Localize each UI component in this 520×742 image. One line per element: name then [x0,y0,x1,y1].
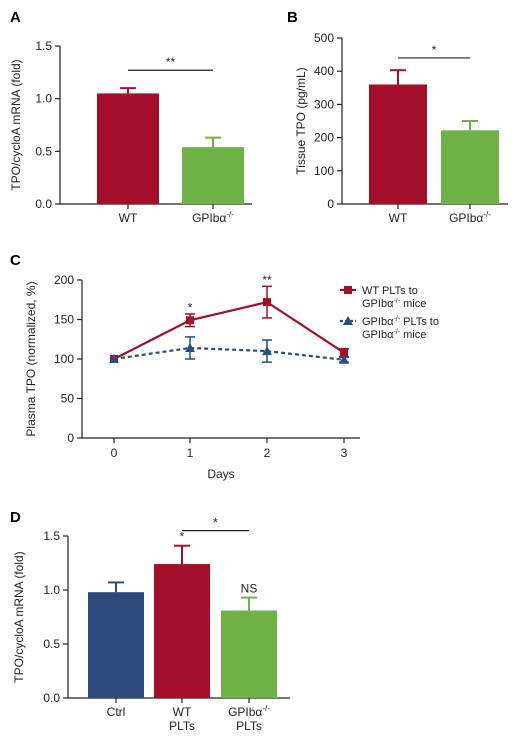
panel-letter: B [287,9,298,26]
bar [88,592,144,698]
y-tick-label: 400 [314,64,334,78]
y-axis-title: TPO/cycloA mRNA (fold) [12,551,26,682]
y-tick-label: 1.0 [43,583,60,597]
x-tick-label: 3 [341,446,348,460]
y-tick-label: 0.5 [35,144,52,158]
data-point [340,348,348,357]
y-axis-title: Tissue TPO (pg/mL) [294,67,308,174]
y-tick-label: 0 [327,197,334,211]
x-tick-label: WT [119,211,138,225]
bar [221,610,277,698]
bar [154,564,210,698]
panel-letter: D [10,509,21,526]
bar-significance-label: * [180,530,185,544]
y-axis-title: Plasma TPO (normalized, %) [24,281,38,436]
significance-label: * [432,43,437,57]
data-point [339,354,349,364]
x-tick-label: WT [173,705,192,719]
y-tick-label: 1.0 [35,92,52,106]
bar [369,84,427,204]
significance-label: ** [166,55,176,69]
legend-label: WT PLTs to [362,285,418,297]
significance-label: ** [262,273,272,287]
legend-marker [343,316,353,325]
panel-b: B 0 100 200 300 400 500 Tissue TPO (pg/mL) WT GPI… [287,9,508,225]
panel-a: A 0.0 0.5 1.0 1.5 TPO/cycloA mRNA (fold) WT GPI… [9,9,252,225]
y-tick-label: 1.5 [35,39,52,53]
x-tick-label: 2 [264,446,271,460]
x-tick-label: PLTs [169,719,195,733]
y-tick-label: 1.5 [43,529,60,543]
x-tick-label: GPIbα-/- [449,210,491,225]
data-point [262,346,272,356]
legend-marker [344,286,352,294]
y-tick-label: 0.0 [35,197,52,211]
series-line [113,346,345,361]
panel-letter: A [10,9,21,26]
legend-label: GPIbα-/- mice [362,298,426,310]
legend-label: GPIbα-/- mice [362,329,426,341]
y-tick-label: 200 [314,131,334,145]
y-tick-label: 0.0 [43,691,60,705]
x-tick-label: 0 [111,446,118,460]
x-tick-label: Ctrl [107,705,126,719]
y-tick-label: 200 [54,273,74,287]
x-tick-label: 1 [187,446,194,460]
bar [441,130,499,204]
y-tick-label: 0 [67,431,74,445]
significance-label: * [213,516,218,530]
x-tick-label: GPIbα-/- [192,210,234,225]
x-tick-label: GPIbα-/- [228,704,270,719]
data-point [186,316,194,325]
y-tick-label: 50 [61,392,75,406]
y-axis-title: TPO/cycloA mRNA (fold) [9,59,23,190]
legend-label: GPIbα-/- PLTs to [362,316,439,328]
y-tick-label: 100 [314,164,334,178]
series-line [113,300,345,360]
panel-d: D 0.0 0.5 1.0 1.5 TPO/cycloA mRNA (fold) Ctrl W… [10,509,290,733]
bar-significance-label: NS [241,582,258,596]
x-axis-title: Days [207,467,234,481]
bar [97,93,159,204]
bar [182,147,244,204]
data-point [109,354,119,363]
y-tick-label: 100 [54,352,74,366]
data-point [263,298,271,307]
y-tick-label: 0.5 [43,637,60,651]
significance-label: * [188,301,193,315]
panel-c: C 0 50 100 150 200 Plasma TPO (normalized, %) 0… [10,252,439,481]
x-tick-label: PLTs [236,719,262,733]
y-tick-label: 150 [54,313,74,327]
y-tick-label: 300 [314,97,334,111]
x-tick-label: WT [389,211,408,225]
y-tick-label: 500 [314,31,334,45]
panel-letter: C [10,252,21,269]
data-point [185,342,195,352]
